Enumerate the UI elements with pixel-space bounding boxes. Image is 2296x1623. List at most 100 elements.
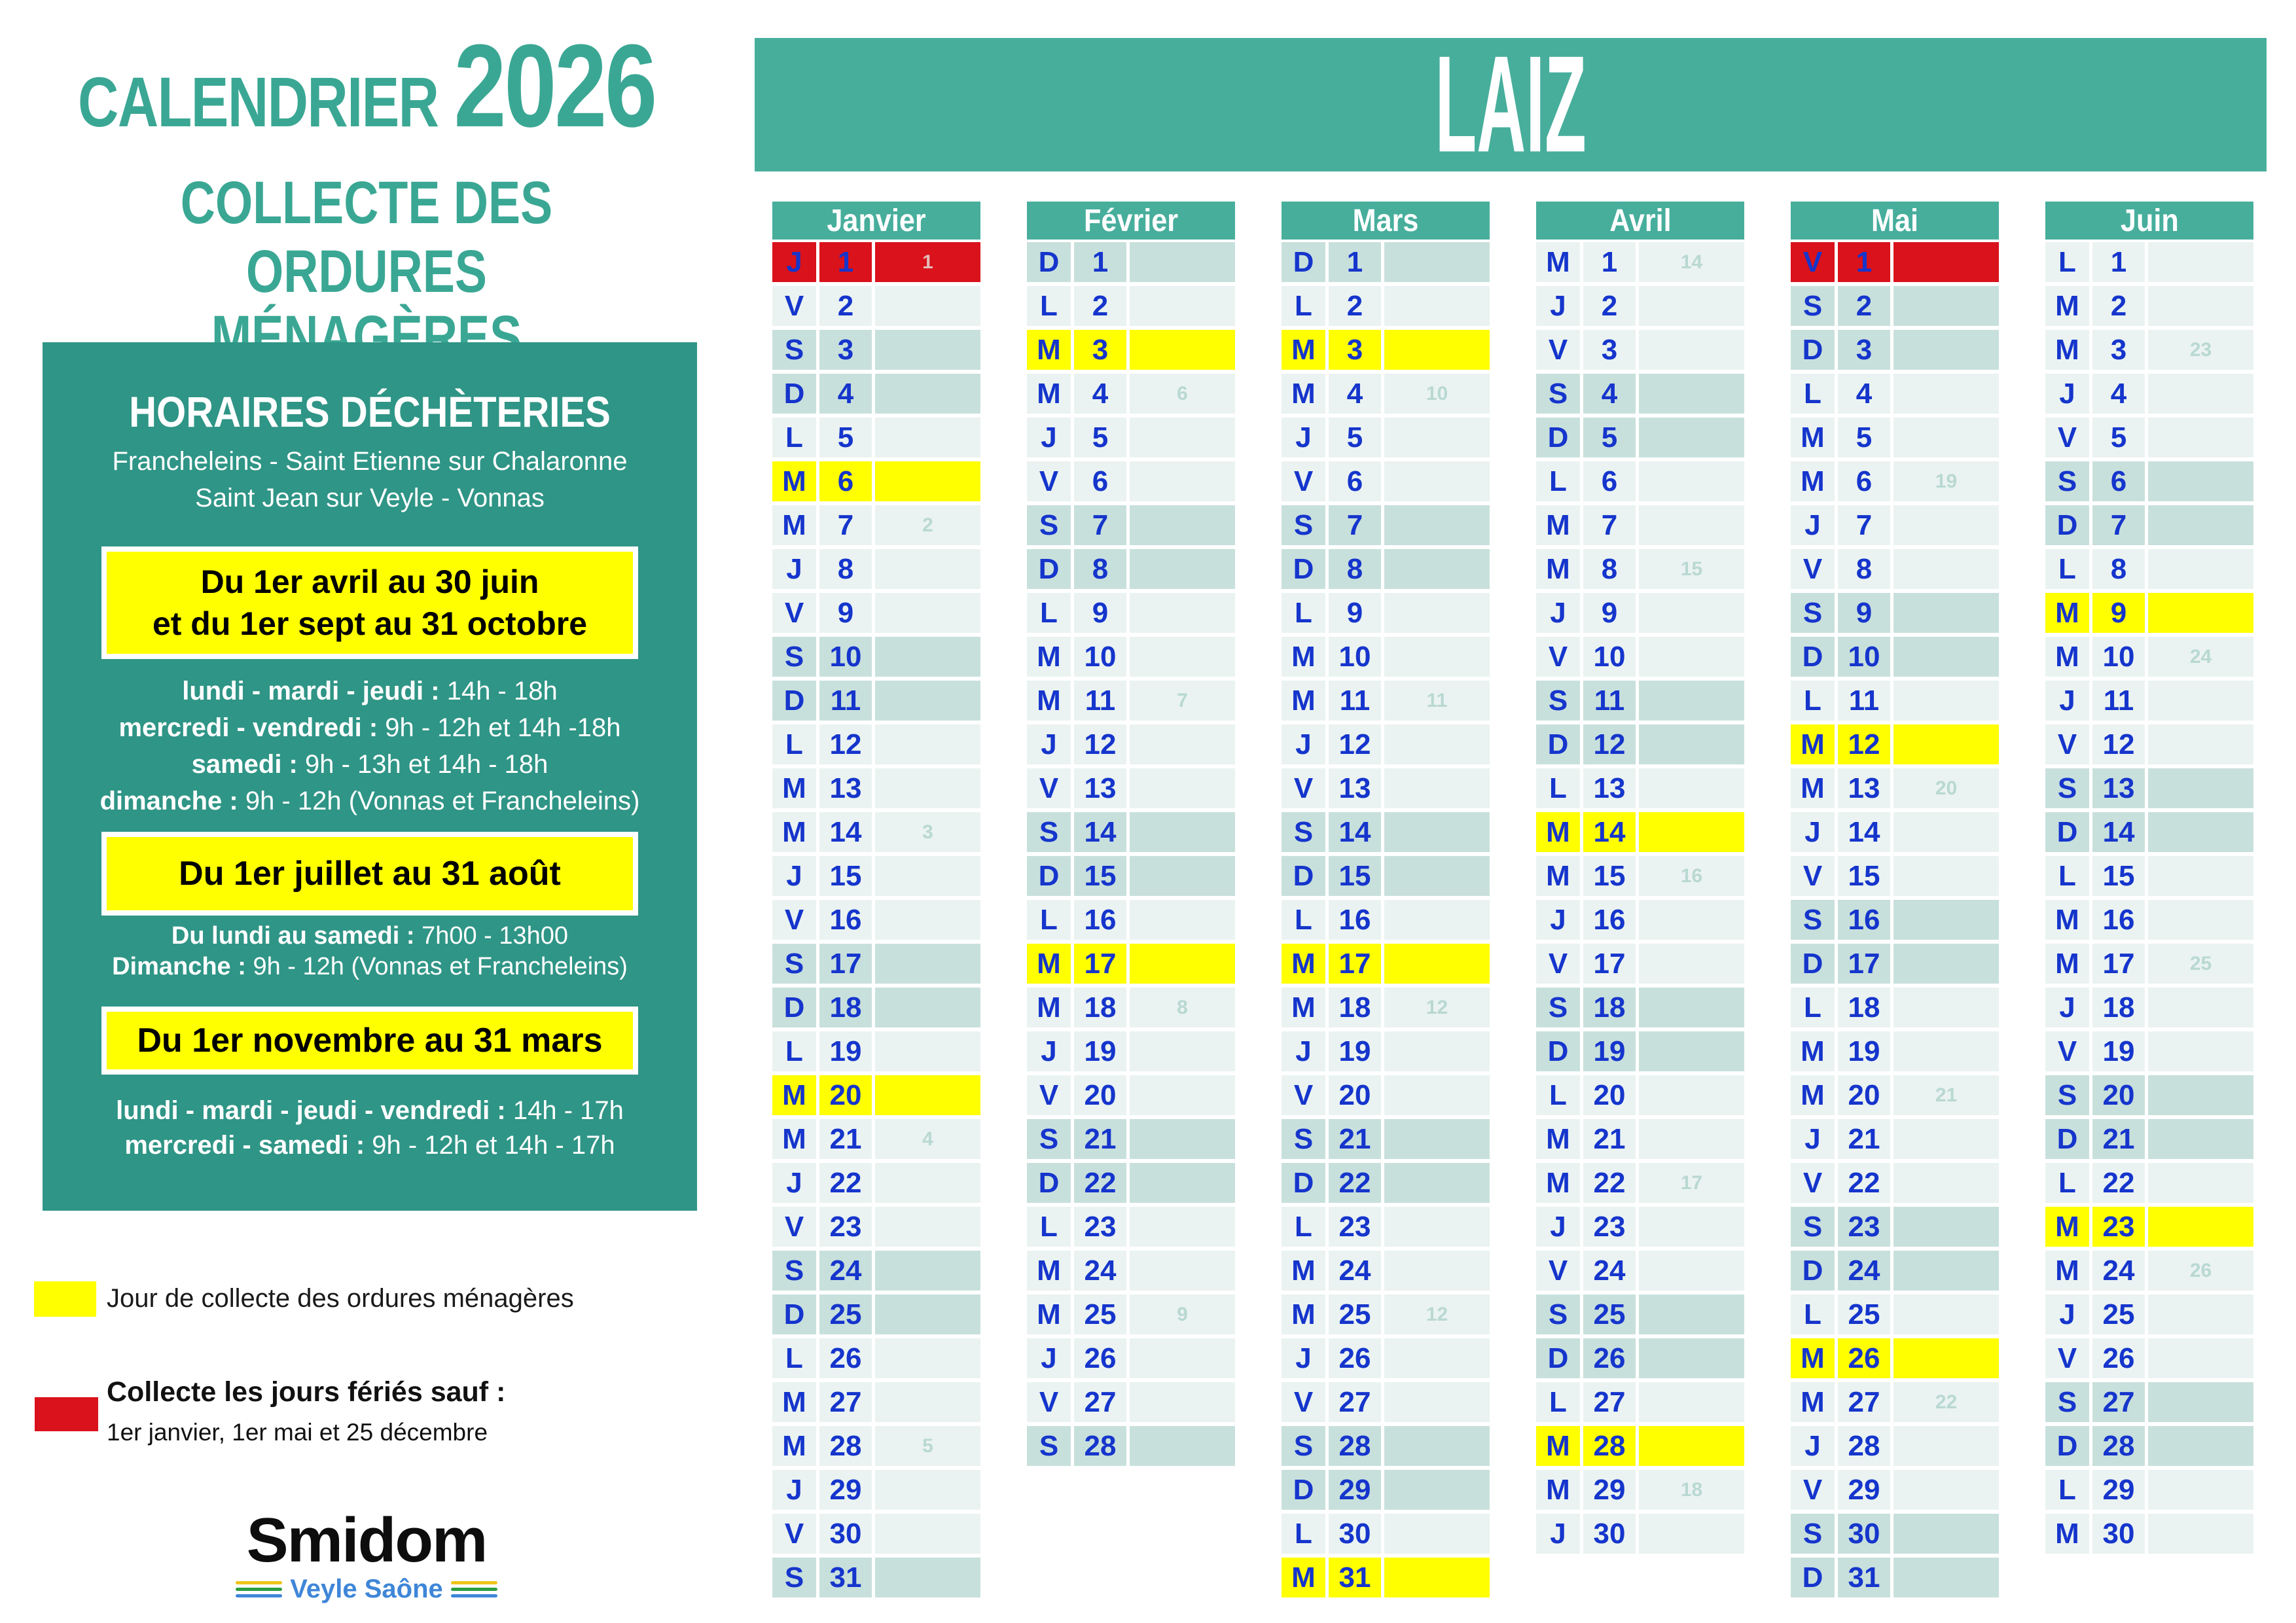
week-number-cell bbox=[1130, 1382, 1235, 1422]
week-number-cell: 7 bbox=[1130, 681, 1235, 721]
schedule-line: Du lundi au samedi : 7h00 - 13h00 bbox=[43, 921, 697, 952]
schedule-period2: Du lundi au samedi : 7h00 - 13h00 Dimanc… bbox=[43, 921, 697, 982]
day-number-cell: 1 bbox=[1074, 242, 1126, 282]
month-days: D 1 L 2 M 3 M 4 6 J 5 V 6 S 7 D 8 L 9 bbox=[1027, 242, 1235, 1466]
week-number-cell bbox=[2148, 1119, 2253, 1159]
week-number-cell bbox=[875, 1075, 980, 1115]
calendar-day-row: S 23 bbox=[1791, 1207, 1999, 1247]
day-number-cell: 19 bbox=[1074, 1031, 1126, 1071]
calendar-day-row: S 11 bbox=[1536, 681, 1744, 721]
day-letter-cell: M bbox=[1027, 374, 1071, 414]
week-number-cell: 11 bbox=[1384, 681, 1490, 721]
week-number-cell: 9 bbox=[1130, 1294, 1235, 1334]
week-number-cell bbox=[1639, 1338, 1744, 1378]
calendar-day-row: S 7 bbox=[1027, 505, 1235, 545]
calendar-day-row: M 8 15 bbox=[1536, 549, 1744, 589]
schedule-value: 9h - 13h et 14h - 18h bbox=[305, 750, 548, 779]
calendar-day-row: M 10 bbox=[1027, 637, 1235, 677]
week-number-cell bbox=[1384, 944, 1490, 984]
day-letter-cell: M bbox=[1536, 242, 1580, 282]
month-header: Janvier bbox=[772, 202, 980, 240]
calendar-day-row: M 29 18 bbox=[1536, 1470, 1744, 1510]
month-header: Mars bbox=[1282, 202, 1490, 240]
day-number-cell: 4 bbox=[1583, 374, 1636, 414]
day-number-cell: 22 bbox=[1074, 1163, 1126, 1203]
day-letter-cell: V bbox=[1536, 1251, 1580, 1291]
day-letter-cell: L bbox=[1282, 286, 1325, 326]
legend-collecte-label: Jour de collecte des ordures ménagères bbox=[107, 1284, 574, 1313]
day-number-cell: 8 bbox=[819, 549, 872, 589]
day-letter-cell: M bbox=[1282, 1558, 1325, 1597]
month-days: V 1 S 2 D 3 L 4 M 5 M 6 19 J 7 V 8 S bbox=[1791, 242, 1999, 1597]
day-number-cell: 15 bbox=[1329, 856, 1381, 896]
week-number-cell: 26 bbox=[2148, 1251, 2253, 1291]
day-letter-cell: D bbox=[1027, 856, 1071, 896]
day-number-cell: 23 bbox=[1329, 1207, 1381, 1247]
week-number-cell bbox=[2148, 1514, 2253, 1554]
day-letter-cell: L bbox=[1791, 988, 1835, 1027]
day-number-cell: 1 bbox=[819, 242, 872, 282]
day-number-cell: 19 bbox=[819, 1031, 872, 1071]
day-number-cell: 22 bbox=[1329, 1163, 1381, 1203]
week-number-cell bbox=[1130, 900, 1235, 940]
day-number-cell: 16 bbox=[1329, 900, 1381, 940]
day-number-cell: 3 bbox=[819, 330, 872, 370]
day-letter-cell: S bbox=[1791, 593, 1835, 633]
week-number-cell bbox=[1639, 1514, 1744, 1554]
month-column: Mai V 1 S 2 D 3 L 4 M 5 M 6 19 J 7 V 8 bbox=[1791, 202, 1999, 1601]
day-letter-cell: V bbox=[1791, 242, 1835, 282]
calendar-day-row: M 14 bbox=[1536, 812, 1744, 852]
week-number-cell bbox=[875, 330, 980, 370]
week-number-cell bbox=[875, 1294, 980, 1334]
title-line-2: COLLECTE DES bbox=[180, 169, 553, 236]
day-letter-cell: L bbox=[2045, 1163, 2089, 1203]
calendar-day-row: L 23 bbox=[1027, 1207, 1235, 1247]
calendar-day-row: L 4 bbox=[1791, 374, 1999, 414]
day-number-cell: 14 bbox=[819, 812, 872, 852]
day-number-cell: 3 bbox=[1838, 330, 1890, 370]
calendar-day-row: J 23 bbox=[1536, 1207, 1744, 1247]
day-number-cell: 27 bbox=[1329, 1382, 1381, 1422]
calendar-day-row: J 19 bbox=[1282, 1031, 1490, 1071]
calendar-day-row: M 17 25 bbox=[2045, 944, 2253, 984]
day-number-cell: 5 bbox=[1838, 418, 1890, 457]
day-number-cell: 11 bbox=[1074, 681, 1126, 721]
day-letter-cell: M bbox=[772, 812, 816, 852]
week-number-cell bbox=[1893, 812, 1999, 852]
week-number-cell bbox=[1639, 768, 1744, 808]
calendar-day-row: L 23 bbox=[1282, 1207, 1490, 1247]
week-number-cell: 5 bbox=[875, 1426, 980, 1466]
calendar-day-row: J 12 bbox=[1282, 724, 1490, 764]
day-number-cell: 19 bbox=[1583, 1031, 1636, 1071]
week-number-cell bbox=[875, 1382, 980, 1422]
legend-collecte-swatch bbox=[34, 1281, 96, 1317]
day-letter-cell: J bbox=[2045, 681, 2089, 721]
day-number-cell: 1 bbox=[1838, 242, 1890, 282]
day-letter-cell: M bbox=[1536, 812, 1580, 852]
week-number-cell bbox=[1893, 724, 1999, 764]
day-letter-cell: M bbox=[1791, 461, 1835, 501]
calendar-day-row: J 12 bbox=[1027, 724, 1235, 764]
day-number-cell: 21 bbox=[1329, 1119, 1381, 1159]
day-number-cell: 23 bbox=[2092, 1207, 2145, 1247]
calendar-day-row: V 17 bbox=[1536, 944, 1744, 984]
week-number-cell bbox=[1384, 1163, 1490, 1203]
day-number-cell: 3 bbox=[1074, 330, 1126, 370]
day-letter-cell: V bbox=[1536, 944, 1580, 984]
month-days: J 1 1 V 2 S 3 D 4 L 5 M 6 M 7 2 J 8 V bbox=[772, 242, 980, 1597]
day-letter-cell: D bbox=[2045, 505, 2089, 545]
day-number-cell: 10 bbox=[1329, 637, 1381, 677]
week-number-cell: 14 bbox=[1639, 242, 1744, 282]
day-letter-cell: J bbox=[1536, 900, 1580, 940]
calendar-day-row: V 23 bbox=[772, 1207, 980, 1247]
week-number-cell: 8 bbox=[1130, 988, 1235, 1027]
day-letter-cell: J bbox=[772, 856, 816, 896]
week-number-cell bbox=[1893, 637, 1999, 677]
day-number-cell: 8 bbox=[1074, 549, 1126, 589]
day-letter-cell: D bbox=[1282, 549, 1325, 589]
period-heading-july-august: Du 1er juillet au 31 août bbox=[101, 832, 638, 916]
day-number-cell: 20 bbox=[1329, 1075, 1381, 1115]
day-letter-cell: M bbox=[2045, 593, 2089, 633]
calendar-day-row: D 3 bbox=[1791, 330, 1999, 370]
week-number-cell bbox=[1384, 1558, 1490, 1597]
